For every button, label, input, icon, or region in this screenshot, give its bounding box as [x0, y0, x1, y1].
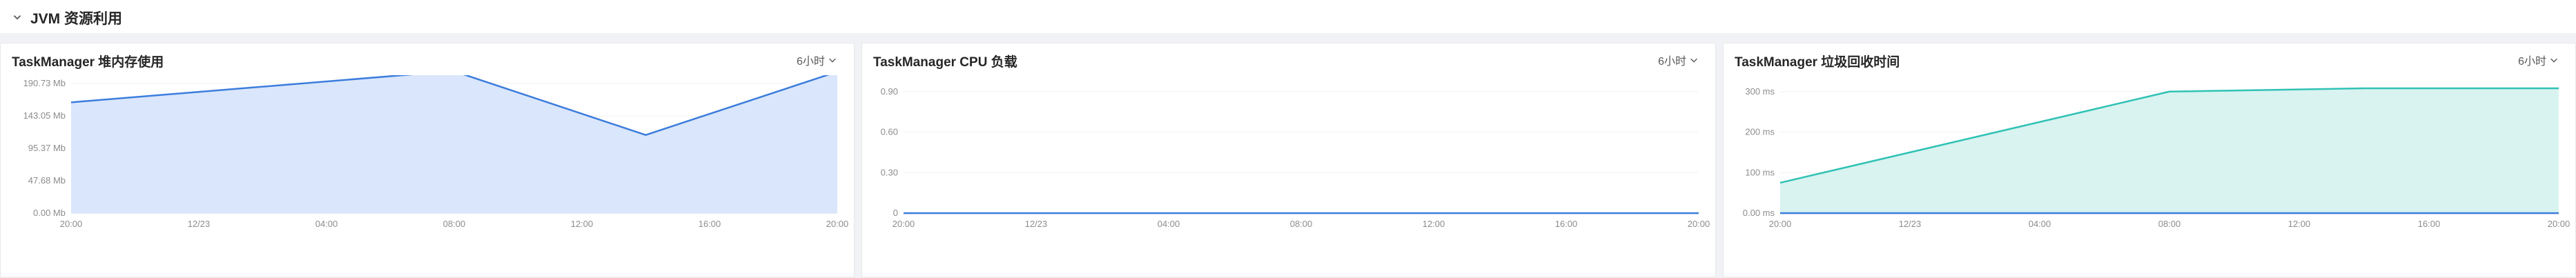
y-tick-label: 47.68 Mb [28, 175, 66, 186]
x-tick-label: 16:00 [1555, 219, 1578, 229]
time-range-value: 6小时 [2518, 56, 2546, 68]
y-tick-label: 0.00 ms [1743, 208, 1775, 218]
x-tick-label: 20:00 [2548, 219, 2570, 229]
y-tick-label: 0.00 Mb [33, 208, 66, 218]
x-tick-label: 12:00 [1423, 219, 1445, 229]
x-tick-label: 16:00 [2418, 219, 2441, 229]
x-tick-label: 12/23 [1899, 219, 1922, 229]
series-area [71, 75, 837, 213]
series-line [1779, 87, 2559, 184]
chevron-down-icon [1690, 58, 1697, 63]
x-tick-label: 20:00 [892, 219, 915, 229]
series-area [1780, 88, 2559, 213]
y-tick-label: 0.60 [881, 127, 898, 137]
time-range-value: 6小时 [1658, 56, 1686, 68]
x-tick-label: 04:00 [1158, 219, 1180, 229]
section-header: JVM 资源利用 [0, 0, 2576, 33]
x-tick-label: 20:00 [1688, 219, 1710, 229]
x-tick-label: 20:00 [60, 219, 83, 229]
x-tick-label: 08:00 [2158, 219, 2181, 229]
y-tick-label: 143.05 Mb [23, 110, 66, 121]
chevron-down-icon [829, 58, 836, 63]
y-tick-label: 0.90 [881, 86, 898, 97]
panel-title: TaskManager 堆内存使用 [12, 55, 164, 70]
heap-memory-chart: 0.00 Mb 47.68 Mb 95.37 Mb 143.05 Mb 190.73 M… [23, 75, 849, 229]
y-tick-label: 200 ms [1745, 127, 1775, 137]
series-line [70, 75, 830, 136]
x-tick-label: 08:00 [1290, 219, 1313, 229]
y-tick-label: 0 [893, 208, 898, 218]
x-tick-label: 12:00 [571, 219, 594, 229]
panel-title: TaskManager 垃圾回收时间 [1735, 55, 1900, 70]
gc-time-panel: TaskManager 垃圾回收时间 6小时 0.00 ms 100 ms 200 … [1723, 43, 2576, 277]
y-tick-label: 300 ms [1745, 86, 1775, 97]
x-tick-label: 16:00 [699, 219, 721, 229]
x-tick-label: 04:00 [2029, 219, 2051, 229]
x-tick-label: 12:00 [2288, 219, 2311, 229]
y-tick-label: 190.73 Mb [23, 78, 66, 88]
y-tick-label: 100 ms [1745, 167, 1775, 177]
x-tick-label: 20:00 [826, 219, 849, 229]
time-range-select[interactable]: 6小时 [2518, 52, 2559, 68]
chevron-down-icon[interactable] [11, 11, 23, 23]
heap-memory-panel: TaskManager 堆内存使用 6小时 0.00 Mb 47.68 Mb 95.… [0, 43, 855, 277]
x-tick-label: 04:00 [315, 219, 338, 229]
cpu-load-panel: TaskManager CPU 负载 6小时 00.300.600.901.20… [861, 43, 1716, 277]
x-tick-label: 20:00 [1769, 219, 1792, 229]
chevron-down-icon [2550, 58, 2557, 63]
x-tick-label: 08:00 [443, 219, 466, 229]
time-range-value: 6小时 [797, 56, 825, 68]
time-range-select[interactable]: 6小时 [797, 52, 837, 68]
time-range-select[interactable]: 6小时 [1658, 52, 1699, 68]
section-title: JVM 资源利用 [30, 11, 123, 27]
y-tick-label: 95.37 Mb [28, 143, 66, 153]
panel-title: TaskManager CPU 负载 [873, 55, 1017, 70]
x-tick-label: 12/23 [188, 219, 211, 229]
x-tick-label: 12/23 [1025, 219, 1048, 229]
y-tick-label: 0.30 [881, 167, 898, 177]
cpu-load-chart: 00.300.600.901.2020:0012/2304:0008:0012:… [881, 86, 1710, 229]
